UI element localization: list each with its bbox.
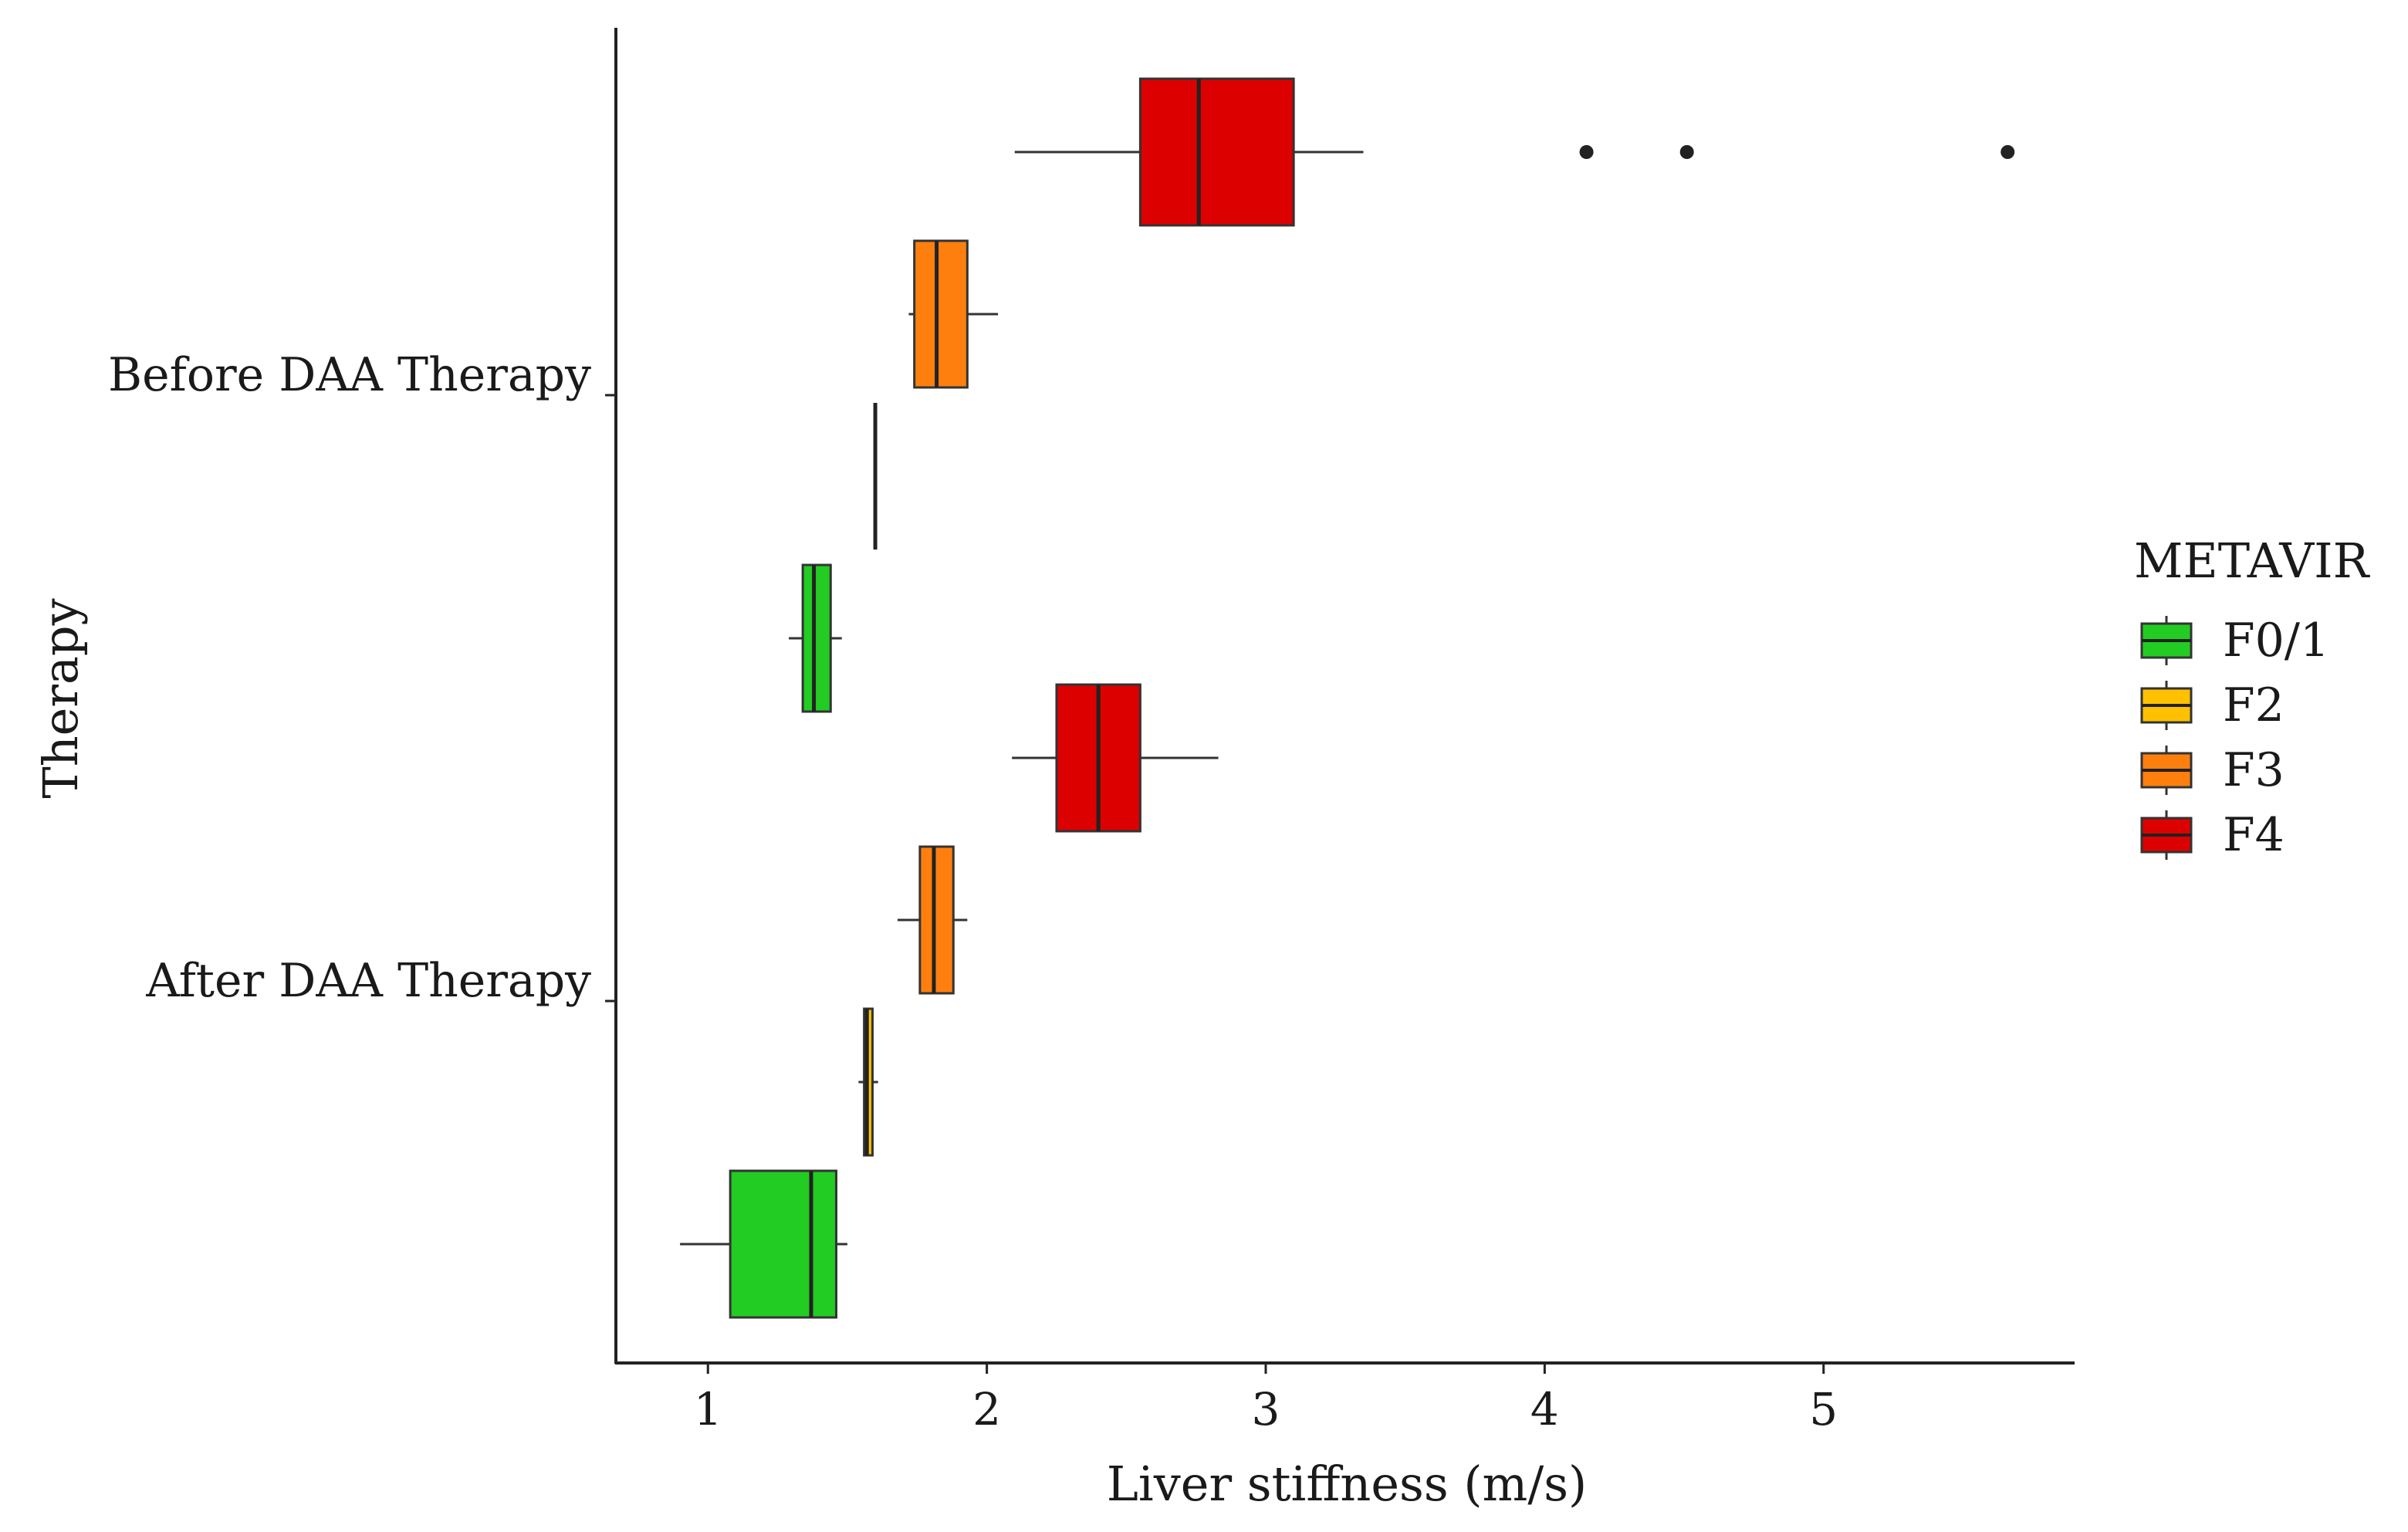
box-body-before-f4: [1138, 77, 1295, 227]
legend-item-f2: F2: [2140, 678, 2285, 732]
box-before-f0-1: [789, 563, 842, 713]
box-before-f3: [908, 239, 999, 389]
y-label-before: Before DAA Therapy: [108, 348, 591, 402]
outlier-point: [1579, 145, 1594, 159]
legend-title: METAVIR: [2134, 533, 2371, 589]
x-axis-title: Liver stiffness (m/s): [1107, 1456, 1588, 1512]
legend: METAVIR F0/1 F2 F3 F4: [2134, 533, 2371, 862]
legend-label: F0/1: [2223, 614, 2329, 668]
box-body-before-f0-1: [801, 563, 832, 713]
legend-label: F3: [2223, 743, 2285, 797]
box-before-f4: [1014, 77, 2015, 227]
y-axis-title: Therapy: [32, 598, 89, 798]
x-tick-label: 4: [1530, 1383, 1559, 1436]
axes: 1 2 3 4 5 Before DAA Therapy After DAA Therapy: [108, 28, 2075, 1436]
box-body-before-f3: [913, 239, 969, 389]
box-body-after-f3: [918, 845, 955, 995]
legend-label: F2: [2223, 678, 2285, 732]
legend-item-f3: F3: [2140, 743, 2285, 797]
y-label-after: After DAA Therapy: [145, 954, 591, 1008]
legend-label: F4: [2223, 808, 2285, 862]
plot-area: [680, 77, 2015, 1319]
box-after-f4: [1012, 683, 1219, 833]
x-tick-label: 3: [1252, 1383, 1280, 1436]
box-after-f3: [897, 845, 968, 995]
x-tick-label: 1: [694, 1383, 722, 1436]
x-tick-label: 2: [972, 1383, 1001, 1436]
legend-item-f0-1: F0/1: [2140, 614, 2329, 668]
x-tick-label: 5: [1809, 1383, 1838, 1436]
box-after-f2: [858, 1007, 878, 1157]
outlier-point: [2000, 145, 2015, 159]
outlier-point: [1679, 145, 1694, 159]
box-body-after-f0-1: [729, 1169, 837, 1319]
legend-item-f4: F4: [2140, 808, 2285, 862]
box-after-f0-1: [680, 1169, 847, 1319]
